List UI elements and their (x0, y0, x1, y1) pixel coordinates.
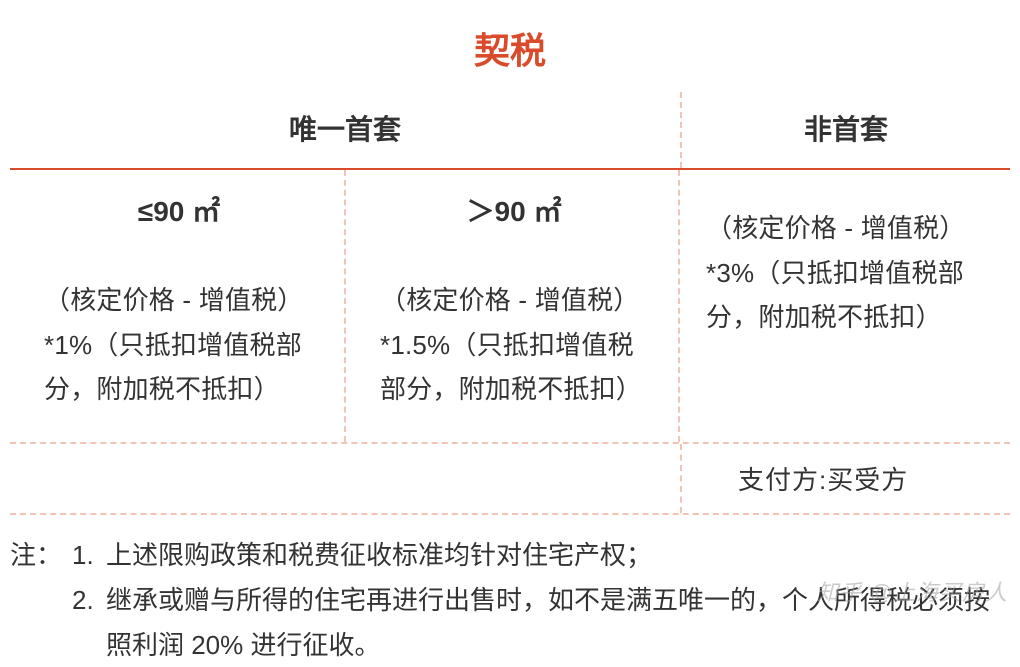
formula-not-first: （核定价格 - 增值税）*3%（只抵扣增值税部分，附加税不抵扣） (706, 206, 984, 340)
note-text: 上述限购政策和税费征收标准均针对住宅产权； (106, 533, 1010, 578)
payer-spacer (10, 444, 680, 513)
area-label-gt90: ＞90 ㎡ (380, 190, 648, 230)
formula-le90: （核定价格 - 增值税）*1%（只抵扣增值税部分，附加税不抵扣） (44, 278, 314, 412)
notes-body: 1. 上述限购政策和税费征收标准均针对住宅产权； 2. 继承或赠与所得的住宅再进… (72, 533, 1010, 667)
tax-table-container: 契税 唯一首套 非首套 ≤90 ㎡ （核定价格 - 增值税）*1%（只抵扣增值税… (0, 0, 1020, 667)
header-first-set: 唯一首套 (10, 92, 680, 168)
content-row: ≤90 ㎡ （核定价格 - 增值税）*1%（只抵扣增值税部分，附加税不抵扣） ＞… (10, 170, 1010, 444)
note-text: 继承或赠与所得的住宅再进行出售时，如不是满五唯一的，个人所得税必须按照利润 20… (106, 578, 1010, 667)
note-num: 1. (72, 533, 106, 578)
note-num: 2. (72, 578, 106, 667)
note-item: 2. 继承或赠与所得的住宅再进行出售时，如不是满五唯一的，个人所得税必须按照利润… (72, 578, 1010, 667)
cell-le90: ≤90 ㎡ （核定价格 - 增值税）*1%（只抵扣增值税部分，附加税不抵扣） (10, 170, 346, 442)
area-label-le90: ≤90 ㎡ (44, 190, 314, 230)
formula-gt90: （核定价格 - 增值税）*1.5%（只抵扣增值税部分，附加税不抵扣） (380, 278, 648, 412)
header-not-first: 非首套 (680, 92, 1010, 168)
notes-section: 注： 1. 上述限购政策和税费征收标准均针对住宅产权； 2. 继承或赠与所得的住… (10, 515, 1010, 667)
payer-row: 支付方:买受方 (10, 444, 1010, 515)
page-title: 契税 (10, 0, 1010, 92)
header-row: 唯一首套 非首套 (10, 92, 1010, 170)
cell-not-first: （核定价格 - 增值税）*3%（只抵扣增值税部分，附加税不抵扣） (680, 170, 1010, 442)
note-item: 1. 上述限购政策和税费征收标准均针对住宅产权； (72, 533, 1010, 578)
payer-label: 支付方:买受方 (680, 444, 1010, 513)
cell-gt90: ＞90 ㎡ （核定价格 - 增值税）*1.5%（只抵扣增值税部分，附加税不抵扣） (346, 170, 680, 442)
notes-prefix: 注： (10, 533, 72, 667)
